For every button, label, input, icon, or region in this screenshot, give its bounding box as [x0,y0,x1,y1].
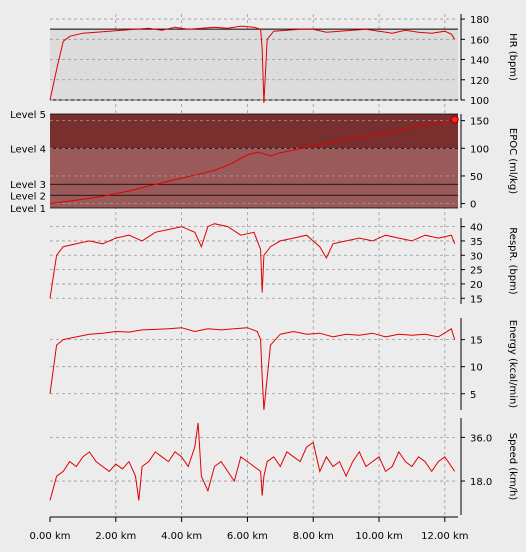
epoc-level-band [50,148,458,185]
resp-series-line [49,223,456,299]
y-tick-label: 15 [470,294,483,305]
epoc-series-line [49,119,455,205]
y-tick-label: 120 [470,76,489,87]
epoc-level-band [50,184,458,196]
energy-series-line [49,327,456,411]
x-tick-label: 6.00 km [227,531,268,542]
y-tick-label: 50 [470,172,483,183]
y-tick-label: 180 [470,15,489,26]
speed-axis-title: Speed (km/h) [507,433,518,501]
x-tick-label: 4.00 km [161,531,202,542]
y-tick-label: 30 [470,251,483,262]
y-tick-label: 40 [470,223,483,234]
x-tick-label: 10.00 km [355,531,402,542]
y-tick-label: 5 [470,390,476,401]
y-tick-label: 150 [470,117,489,128]
y-tick-label: 20 [470,280,483,291]
epoc-axis-title: EPOC (ml/kg) [507,128,518,194]
y-tick-label: 18.0 [470,477,492,488]
epoc-level-band [50,195,458,208]
energy-axis-title: Energy (kcal/min) [507,320,518,409]
hr-axis-title: HR (bpm) [507,33,518,81]
epoc-level-label: Level 1 [10,204,46,215]
hr-zone-band [50,29,458,101]
x-tick-label: 2.00 km [95,531,136,542]
y-tick-label: 15 [470,336,483,347]
y-tick-label: 100 [470,96,489,107]
y-tick-label: 0 [470,200,476,211]
x-tick-label: 8.00 km [293,531,334,542]
epoc-peak-marker [450,115,459,124]
y-tick-label: 25 [470,266,483,277]
y-tick-label: 100 [470,144,489,155]
x-tick-label: 0.00 km [30,531,71,542]
y-tick-label: 35 [470,237,483,248]
epoc-level-label: Level 4 [10,144,46,155]
hr-series-line [49,25,456,104]
x-tick-label: 12.00 km [421,531,468,542]
epoc-level-band [50,114,458,149]
epoc-level-label: Level 5 [10,110,46,121]
resp-axis-title: RespR. (bpm) [507,227,518,294]
epoc-level-label: Level 2 [10,191,46,202]
epoc-level-label: Level 3 [10,180,46,191]
y-tick-label: 10 [470,363,483,374]
y-tick-label: 160 [470,35,489,46]
speed-series-line [49,422,456,501]
y-tick-label: 36.0 [470,433,492,444]
y-tick-label: 140 [470,56,489,67]
